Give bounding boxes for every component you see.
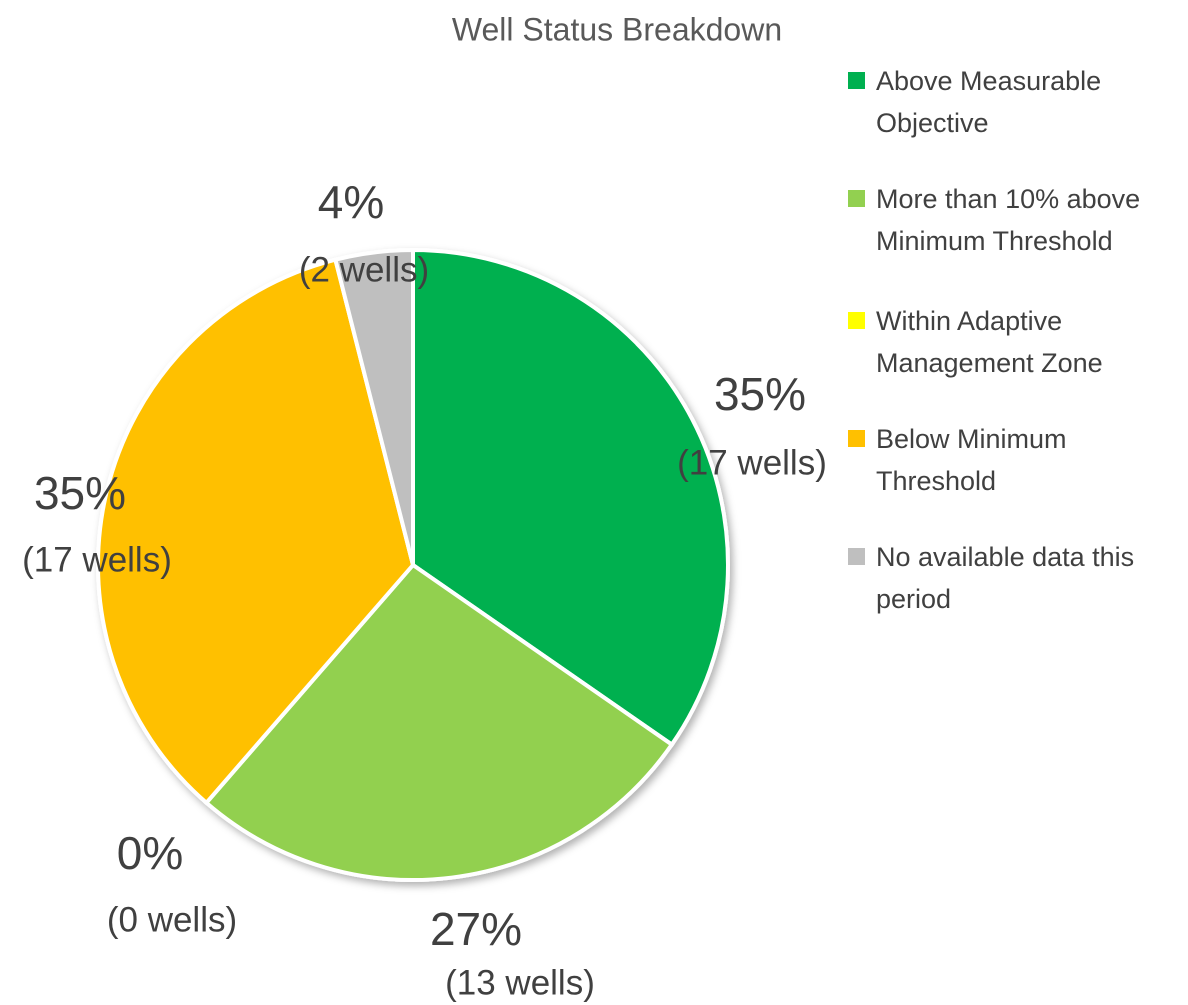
pie-slice [332, 247, 415, 566]
legend-item: No available data this period [848, 536, 1178, 620]
value-label: 0% [117, 827, 183, 879]
pie-slice [203, 562, 675, 882]
legend-item: Above Measurable Objective [848, 60, 1178, 144]
legend-swatch [848, 430, 865, 447]
legend-label: No available data this period [876, 542, 1135, 614]
legend-label: Below Minimum Threshold [876, 424, 1067, 496]
legend-label: Within Adaptive Management Zone [876, 306, 1103, 378]
value-label: 35% [34, 467, 126, 519]
legend-label: Above Measurable Objective [876, 66, 1102, 138]
legend-swatch [848, 190, 865, 207]
legend-label: More than 10% above Minimum Threshold [876, 184, 1141, 256]
legend-item: Within Adaptive Management Zone [848, 300, 1178, 384]
legend-swatch [848, 312, 865, 329]
count-label: (0 wells) [107, 900, 237, 939]
count-label: (13 wells) [445, 963, 595, 1002]
legend-item: Below Minimum Threshold [848, 418, 1178, 502]
pie-slice [96, 257, 416, 806]
value-label: 4% [318, 176, 384, 228]
count-label: (17 wells) [22, 540, 172, 579]
pie [96, 247, 730, 882]
value-label: 35% [714, 368, 806, 420]
legend-item: More than 10% above Minimum Threshold [848, 178, 1178, 262]
value-label: 27% [430, 903, 522, 955]
count-label: (17 wells) [677, 443, 827, 482]
legend-swatch [848, 548, 865, 565]
legend-swatch [848, 72, 865, 89]
chart-title: Well Status Breakdown [452, 11, 782, 47]
pie-slice [411, 247, 730, 748]
count-label: (2 wells) [299, 250, 429, 289]
